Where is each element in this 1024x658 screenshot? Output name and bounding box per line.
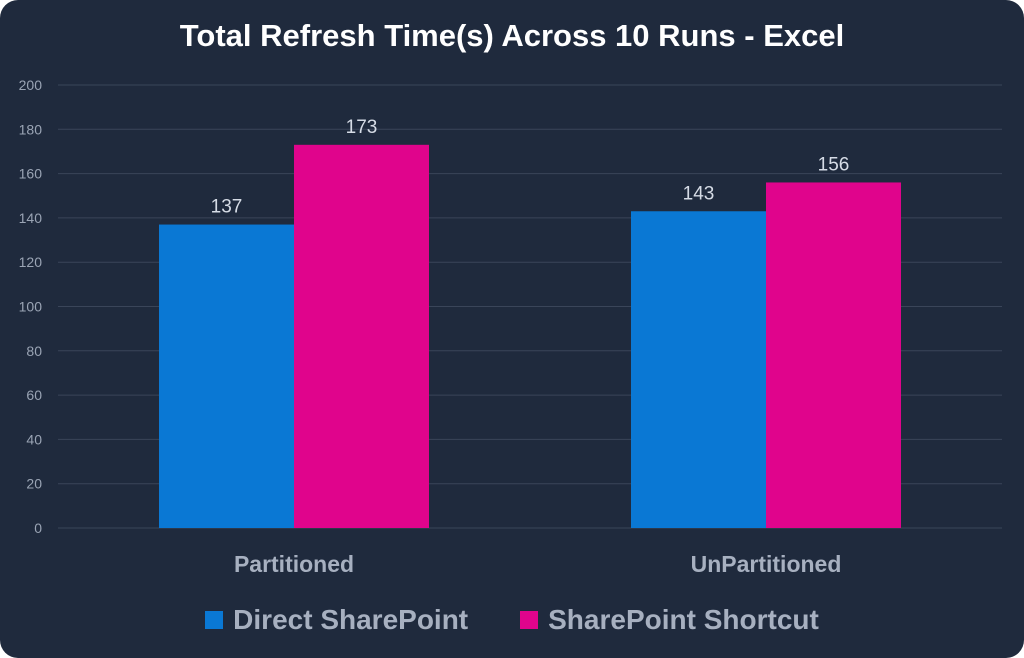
bar-chart: 0 20 40 60 80 100 120 140 160 180 200 137 173 Partiti… xyxy=(19,77,1002,577)
legend-swatch xyxy=(205,611,224,629)
bar xyxy=(631,211,766,528)
y-tick-label: 0 xyxy=(34,520,42,536)
y-tick-label: 180 xyxy=(19,121,43,137)
chart-title: Total Refresh Time(s) Across 10 Runs - E… xyxy=(179,18,845,53)
data-label: 173 xyxy=(346,117,378,138)
y-tick-label: 20 xyxy=(26,476,42,492)
legend-swatch xyxy=(520,611,539,629)
y-tick-label: 80 xyxy=(26,343,42,359)
y-tick-label: 40 xyxy=(26,431,42,447)
y-tick-label: 140 xyxy=(19,210,43,226)
data-label: 143 xyxy=(683,183,715,204)
bar xyxy=(159,224,294,529)
legend: Direct SharePoint SharePoint Shortcut xyxy=(0,600,1024,640)
x-category-label: Partitioned xyxy=(234,551,354,577)
y-tick-label: 160 xyxy=(19,166,43,182)
y-tick-label: 100 xyxy=(19,299,43,315)
bar xyxy=(294,144,429,528)
y-tick-label: 120 xyxy=(19,254,43,270)
y-tick-label: 60 xyxy=(26,387,42,403)
data-label: 137 xyxy=(211,197,243,218)
y-tick-label: 200 xyxy=(19,77,43,93)
bar xyxy=(766,182,901,528)
legend-item: Direct SharePoint xyxy=(205,604,468,636)
legend-label: SharePoint Shortcut xyxy=(548,604,819,635)
legend-item: SharePoint Shortcut xyxy=(520,604,819,636)
legend-label: Direct SharePoint xyxy=(233,604,469,635)
data-label: 156 xyxy=(818,154,850,175)
x-category-label: UnPartitioned xyxy=(691,551,842,577)
